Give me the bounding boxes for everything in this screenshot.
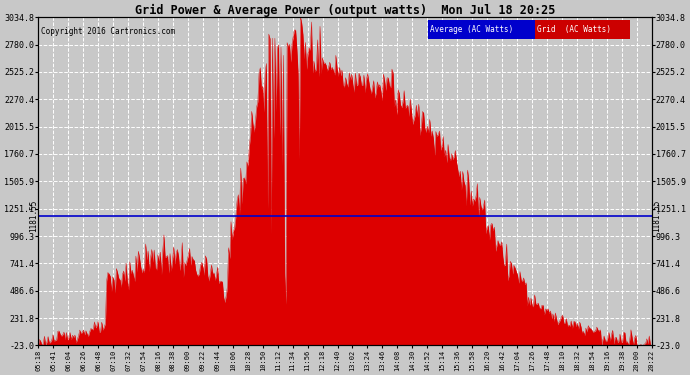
Text: 1181.55: 1181.55	[29, 200, 38, 232]
Text: Average (AC Watts): Average (AC Watts)	[430, 25, 513, 34]
Text: Copyright 2016 Cartronics.com: Copyright 2016 Cartronics.com	[41, 27, 175, 36]
Bar	[535, 20, 630, 39]
Text: 1181.55: 1181.55	[652, 200, 661, 232]
Bar	[428, 20, 535, 39]
Text: Grid  (AC Watts): Grid (AC Watts)	[537, 25, 611, 34]
Title: Grid Power & Average Power (output watts)  Mon Jul 18 20:25: Grid Power & Average Power (output watts…	[135, 4, 555, 17]
